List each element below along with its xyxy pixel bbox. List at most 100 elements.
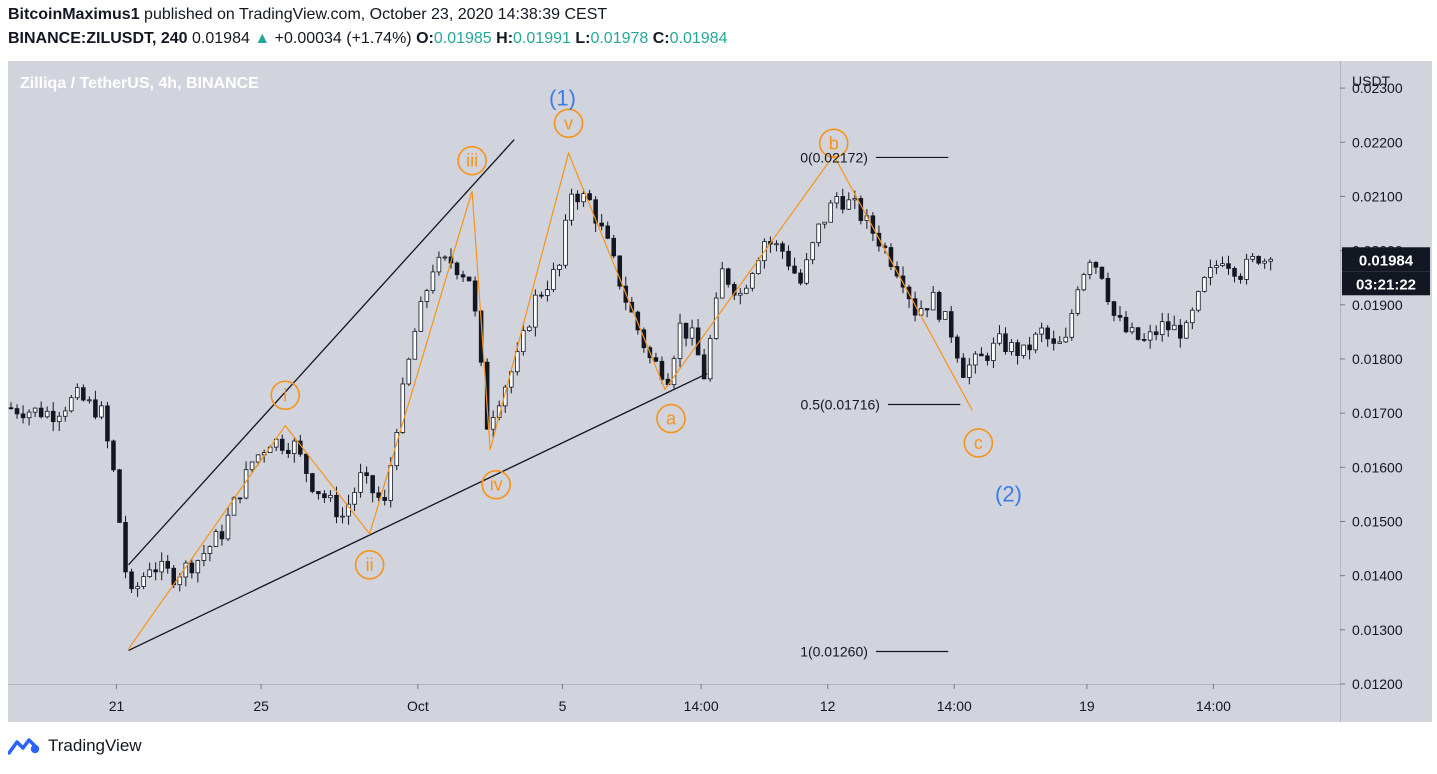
candle-down: [310, 473, 315, 492]
candle-up: [991, 342, 996, 361]
candle-down: [1015, 342, 1020, 356]
y-tick-label: 0.01400: [1352, 568, 1403, 584]
candle-down: [1226, 263, 1231, 269]
candle-up: [255, 454, 261, 463]
candle-down: [1003, 333, 1008, 352]
y-tick-label: 0.01600: [1352, 459, 1403, 475]
candle-down: [701, 354, 707, 380]
candle-down: [8, 407, 14, 410]
candle-up: [1262, 260, 1267, 264]
price-change: +0.00034 (+1.74%): [274, 30, 412, 47]
candle-down: [1135, 327, 1141, 340]
candle-down: [792, 265, 797, 274]
y-tick-label: 0.01900: [1352, 297, 1403, 313]
candle-down: [798, 272, 803, 284]
y-tick-label: 0.02100: [1352, 188, 1403, 204]
candle-down: [1105, 278, 1111, 303]
candle-down: [617, 255, 623, 287]
candle-up: [521, 330, 526, 353]
candle-up: [1033, 333, 1038, 351]
last-price: 0.01984: [192, 30, 250, 47]
major-wave-label: (1): [549, 85, 576, 110]
chart-title: Zilliqa / TetherUS, 4h, BINANCE: [20, 75, 259, 92]
brand-name: TradingView: [48, 736, 142, 755]
low-label: L:: [575, 30, 591, 47]
candle-down: [165, 560, 170, 569]
candle-up: [1202, 277, 1207, 292]
candle-up: [44, 410, 50, 418]
wave-label-c: c: [974, 433, 983, 453]
candle-up: [430, 271, 436, 292]
candle-up: [87, 399, 92, 402]
wave-label-circle-a: [656, 403, 686, 434]
candle-down: [460, 274, 466, 278]
candle-up: [213, 531, 219, 547]
candle-up: [1268, 258, 1273, 262]
candle-down: [635, 311, 641, 331]
candle-up: [1190, 309, 1195, 324]
candle-down: [478, 310, 484, 363]
candle-down: [1165, 321, 1171, 331]
candle-up: [1075, 289, 1081, 314]
candle-up: [804, 259, 809, 284]
candle-down: [587, 193, 592, 201]
high-label: H:: [496, 30, 514, 47]
x-tick-label: 25: [253, 698, 269, 714]
candle-down: [1117, 315, 1123, 318]
candle-down: [279, 438, 285, 451]
y-tick-label: 0.01300: [1352, 622, 1403, 638]
candle-down: [611, 237, 616, 257]
candle-up: [551, 269, 556, 290]
candle-up: [1214, 265, 1219, 268]
candle-up: [62, 410, 68, 417]
symbol-label: BINANCE:ZILUSDT, 240: [8, 30, 188, 47]
candle-down: [285, 449, 291, 455]
candle-down: [93, 399, 98, 418]
candle-down: [334, 494, 339, 518]
candle-up: [490, 417, 496, 430]
author-name: BitcoinMaximus1: [8, 6, 140, 23]
candle-down: [1256, 256, 1261, 264]
candle-down: [153, 569, 158, 573]
x-tick-label: Oct: [407, 698, 429, 714]
candle-up: [358, 472, 363, 493]
candle-up: [1129, 327, 1135, 333]
trendline-upper: [128, 139, 515, 566]
x-tick-label: 19: [1079, 698, 1095, 714]
candle-up: [1244, 258, 1249, 280]
candle-down: [472, 280, 478, 312]
candle-down: [454, 262, 460, 276]
close-value: 0.01984: [669, 30, 728, 47]
time-axis-pane: [8, 684, 1340, 722]
candle-up: [1021, 344, 1026, 356]
y-tick-label: 0.02300: [1352, 80, 1403, 96]
candle-down: [1045, 327, 1050, 340]
candle-down: [1027, 344, 1032, 351]
candle-up: [502, 386, 508, 407]
candle-down: [955, 336, 960, 359]
candle-down: [1123, 316, 1129, 333]
candle-down: [605, 225, 610, 239]
candle-up: [249, 461, 255, 471]
x-tick-label: 14:00: [1196, 698, 1231, 714]
candle-down: [1093, 261, 1099, 268]
candle-down: [961, 357, 966, 378]
up-triangle-icon: ▲: [254, 30, 271, 47]
candle-down: [111, 440, 116, 471]
price-tag-value: 0.01984: [1359, 252, 1414, 269]
candle-up: [1184, 322, 1189, 339]
candle-down: [123, 522, 128, 573]
candle-up: [26, 411, 32, 419]
candle-up: [1081, 274, 1087, 291]
candle-up: [677, 322, 683, 360]
wave-label-circle-iii: [457, 145, 487, 176]
publish-info: published on TradingView.com, October 23…: [144, 6, 608, 23]
wave-label-circle-v: [553, 108, 584, 139]
candle-up: [225, 514, 231, 540]
wave-label-i: i: [283, 385, 287, 405]
currency-label: USDT: [1352, 73, 1391, 89]
candle-up: [846, 199, 852, 210]
x-tick-label: 14:00: [937, 698, 972, 714]
candle-up: [1057, 341, 1063, 344]
